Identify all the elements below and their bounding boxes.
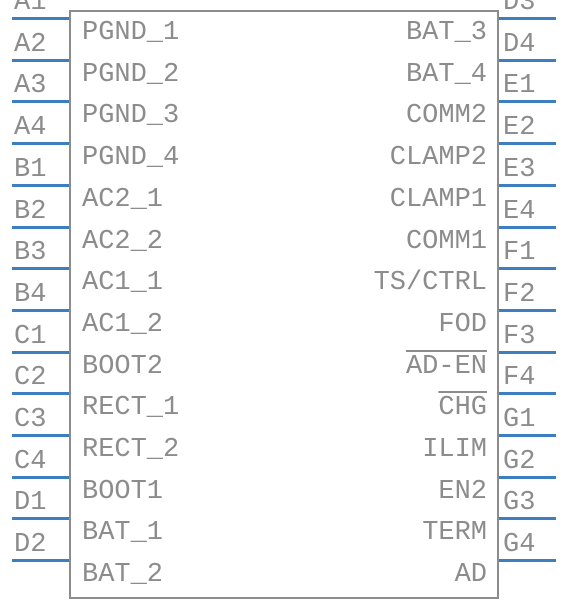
inner-label-left-0: PGND_1 [82,18,179,48]
inner-label-left-11: BOOT1 [82,477,163,507]
inner-label-left-1: PGND_2 [82,60,179,90]
pin-label-right-1: D4 [503,30,535,60]
inner-label-right-7: FOD [438,310,487,340]
pin-label-left-1: A2 [14,30,46,60]
inner-label-right-6: TS/CTRL [374,268,487,298]
pin-label-left-8: C1 [14,322,46,352]
inner-label-left-8: BOOT2 [82,352,163,382]
inner-label-right-3: CLAMP2 [390,143,487,173]
inner-label-right-10: ILIM [422,435,487,465]
inner-label-right-11: EN2 [438,477,487,507]
pin-label-left-9: C2 [14,363,46,393]
inner-label-left-7: AC1_2 [82,310,163,340]
inner-label-right-2: COMM2 [406,101,487,131]
inner-label-left-3: PGND_4 [82,143,179,173]
pin-label-left-5: B2 [14,197,46,227]
pin-label-right-8: F3 [503,322,535,352]
inner-label-left-10: RECT_2 [82,435,179,465]
pin-label-left-7: B4 [14,280,46,310]
inner-label-left-2: PGND_3 [82,101,179,131]
inner-label-right-5: COMM1 [406,227,487,257]
pin-label-left-11: C4 [14,447,46,477]
inner-label-right-12: TERM [422,518,487,548]
pin-label-left-0: A1 [14,0,46,18]
inner-label-left-6: AC1_1 [82,268,163,298]
pin-label-left-12: D1 [14,488,46,518]
pin-label-right-12: G3 [503,488,535,518]
pin-label-left-4: B1 [14,155,46,185]
inner-label-right-13: AD [455,560,487,590]
inner-label-left-5: AC2_2 [82,227,163,257]
inner-label-right-1: BAT_4 [406,60,487,90]
inner-label-left-12: BAT_1 [82,518,163,548]
inner-label-right-8: AD-EN [406,352,487,382]
inner-label-right-0: BAT_3 [406,18,487,48]
inner-label-right-9: CHG [438,393,487,423]
pin-label-right-10: G1 [503,405,535,435]
inner-label-left-9: RECT_1 [82,393,179,423]
pin-label-left-2: A3 [14,71,46,101]
pin-label-right-3: E2 [503,113,535,143]
pin-label-left-10: C3 [14,405,46,435]
pin-label-right-13: G4 [503,530,535,560]
pin-label-right-4: E3 [503,155,535,185]
pin-label-left-13: D2 [14,530,46,560]
pin-label-right-9: F4 [503,363,535,393]
pin-label-right-5: E4 [503,197,535,227]
pin-label-right-2: E1 [503,71,535,101]
inner-label-right-4: CLAMP1 [390,185,487,215]
pin-label-left-3: A4 [14,113,46,143]
pin-label-right-7: F2 [503,280,535,310]
inner-label-left-13: BAT_2 [82,560,163,590]
inner-label-left-4: AC2_1 [82,185,163,215]
pin-label-right-11: G2 [503,447,535,477]
pin-label-left-6: B3 [14,238,46,268]
ic-body-rect [69,10,499,599]
pin-label-right-0: D3 [503,0,535,18]
pin-label-right-6: F1 [503,238,535,268]
